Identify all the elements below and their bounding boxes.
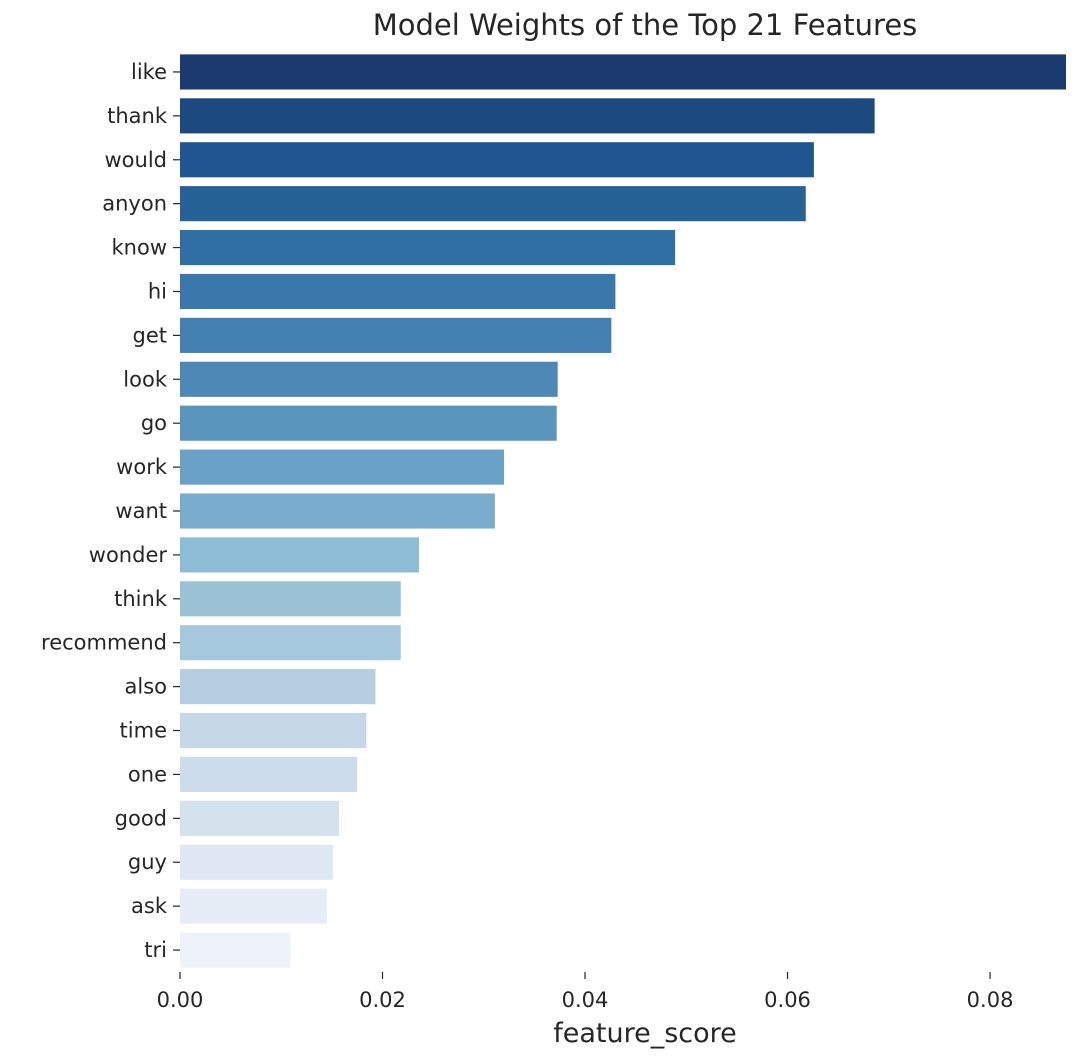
bar-know <box>180 230 676 266</box>
bar-also <box>180 669 376 705</box>
bar-good <box>180 800 339 836</box>
bar-ask <box>180 888 327 924</box>
y-label-want: want <box>115 499 167 523</box>
y-label-also: also <box>125 675 168 699</box>
x-tick-label-2: 0.04 <box>562 988 609 1012</box>
bar-one <box>180 756 358 792</box>
y-label-ask: ask <box>131 894 168 918</box>
y-label-thank: thank <box>107 104 168 128</box>
bar-time <box>180 712 367 749</box>
y-label-tri: tri <box>144 938 167 962</box>
y-label-hi: hi <box>148 279 167 303</box>
y-label-work: work <box>116 455 168 479</box>
y-label-guy: guy <box>128 850 167 874</box>
y-label-think: think <box>114 587 168 611</box>
bar-guy <box>180 844 333 880</box>
bar-want <box>180 493 495 529</box>
bar-anyon <box>180 186 806 222</box>
y-label-know: know <box>112 236 168 260</box>
x-tick-label-3: 0.06 <box>764 988 811 1012</box>
y-tick-labels: like thank would anyon know hi get look go work wa… <box>41 60 180 962</box>
bar-wonder <box>180 537 419 573</box>
bar-like <box>180 54 1066 90</box>
bar-think <box>180 581 401 617</box>
y-label-recommend: recommend <box>41 631 167 655</box>
y-label-wonder: wonder <box>89 543 168 567</box>
bar-hi <box>180 273 616 310</box>
bar-thank <box>180 98 875 134</box>
y-label-time: time <box>120 719 167 743</box>
y-label-look: look <box>123 367 168 391</box>
y-label-like: like <box>131 60 167 84</box>
y-label-would: would <box>105 148 168 172</box>
x-tick-label-4: 0.08 <box>967 988 1014 1012</box>
bar-work <box>180 449 505 485</box>
bar-tri <box>180 932 291 968</box>
bar-recommend <box>180 625 401 661</box>
y-label-go: go <box>141 411 167 435</box>
y-label-get: get <box>133 323 167 347</box>
x-axis: 0.00 0.02 0.04 0.06 0.08 <box>157 972 1014 1012</box>
y-label-good: good <box>115 806 167 830</box>
bar-would <box>180 142 814 178</box>
bar-get <box>180 317 612 353</box>
y-label-anyon: anyon <box>102 192 167 216</box>
x-axis-title: feature_score <box>553 1018 737 1049</box>
chart-title: Model Weights of the Top 21 Features <box>373 8 918 42</box>
bar-look <box>180 361 558 397</box>
x-tick-label-0: 0.00 <box>157 988 204 1012</box>
bar-go <box>180 405 557 441</box>
y-label-one: one <box>128 762 167 786</box>
bars-group <box>180 54 1066 968</box>
x-tick-label-1: 0.02 <box>359 988 406 1012</box>
